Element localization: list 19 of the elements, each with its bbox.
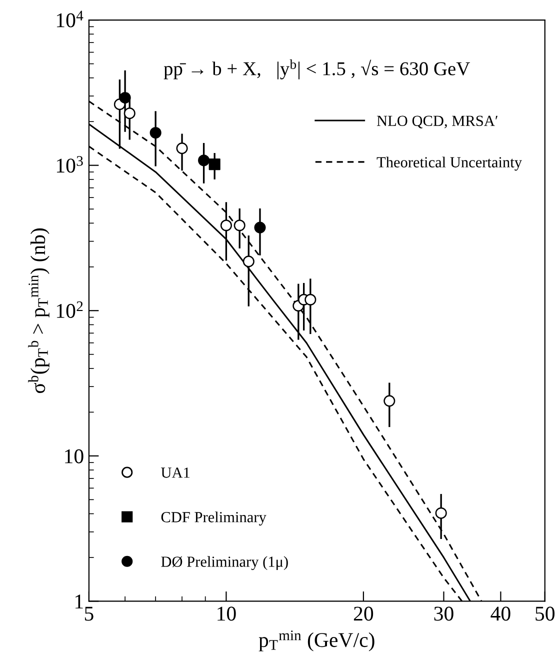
y-tick-label: 1 (76, 594, 83, 608)
text: σ$^{b}$(p$_{T}$$^{b}$ > p$_{T}$$^{min}$) (nb) (28, 228, 50, 394)
legend-label: NLO QCD, MRSA′ (376, 116, 498, 128)
x-tick-label: 50 (536, 606, 554, 621)
legend-label: CDF Preliminary (161, 512, 266, 526)
x-tick-label: 20 (354, 606, 374, 621)
y-tick-label: 10$^{4}$ (56, 10, 84, 28)
legend-label: UA1 (161, 468, 190, 478)
legend-label: DØ Preliminary (1μ) (161, 556, 288, 570)
x-tick-label: 10 (218, 606, 236, 621)
x-tick-label: 5 (84, 606, 94, 621)
annotation: pp̄ → b + X, |y$^{b}$| < 1.5 , √s = 630 GeV (164, 59, 470, 80)
y-tick-label: 10 (65, 449, 84, 464)
y-tick-label: 10$^{2}$ (56, 301, 83, 318)
y-tick-label: 10$^{3}$ (56, 156, 83, 173)
x-tick-label: 40 (490, 606, 510, 621)
legend-label: Theoretical Uncertainty (376, 156, 522, 171)
x-axis-title: p$_{T}$$^{min}$ (GeV/c) (258, 630, 374, 652)
x-tick-label: 30 (434, 606, 454, 621)
